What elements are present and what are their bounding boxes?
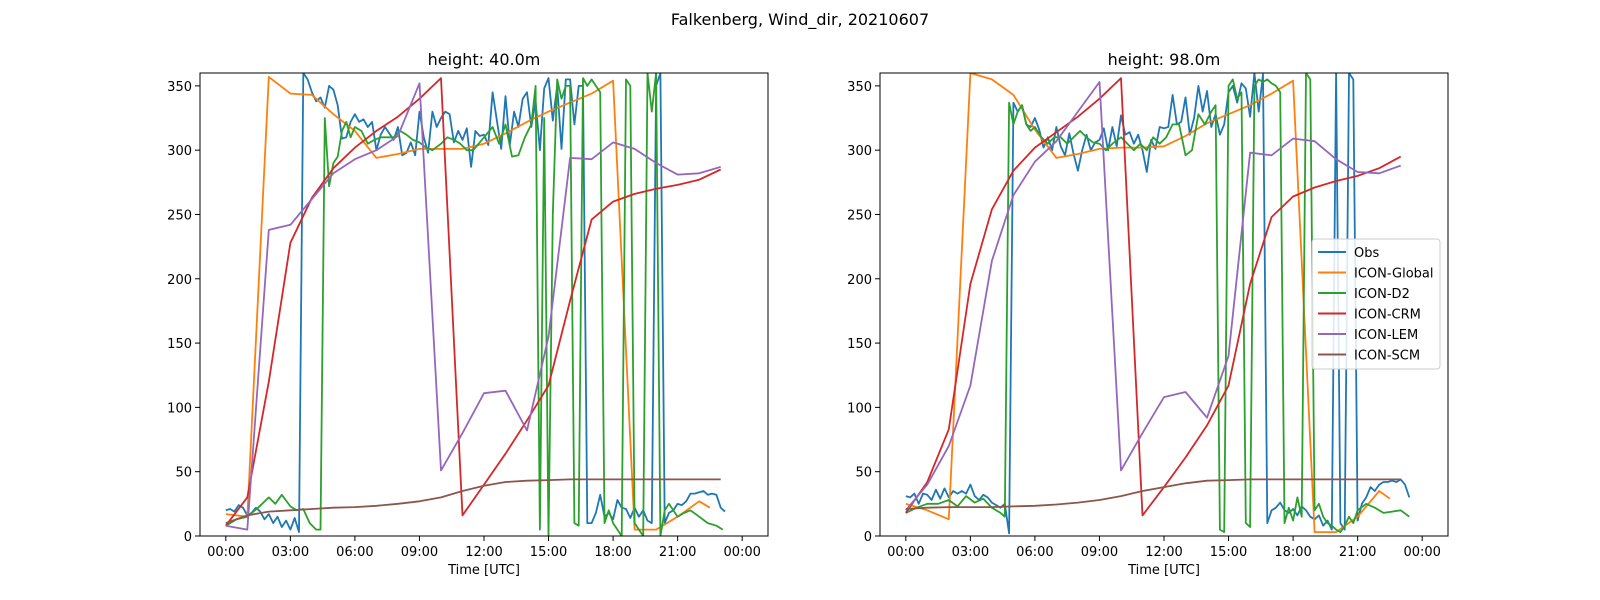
x-tick-label: 06:00 [1016, 545, 1053, 560]
legend-label: ICON-SCM [1354, 349, 1420, 364]
x-tick-label: 00:00 [207, 545, 244, 560]
figure-title: Falkenberg, Wind_dir, 20210607 [671, 10, 929, 30]
y-tick-label: 250 [847, 208, 872, 223]
legend-label: ICON-CRM [1354, 308, 1421, 323]
x-tick-label: 18:00 [594, 545, 631, 560]
series-icon-scm [225, 478, 721, 524]
x-tick-label: 09:00 [1081, 545, 1118, 560]
y-tick-label: 100 [167, 401, 192, 416]
panel-title: height: 98.0m [1108, 50, 1221, 69]
series-icon-crm [225, 77, 722, 527]
y-tick-label: 150 [847, 337, 872, 352]
series-obs [225, 73, 726, 533]
y-tick-label: 50 [175, 466, 192, 481]
panel-title: height: 40.0m [428, 50, 541, 69]
axes-frame [199, 72, 769, 537]
y-tick-label: 350 [847, 80, 872, 95]
y-tick-label: 0 [184, 530, 192, 545]
panel-2: height: 98.0m 00:00 03:00 06:00 09:00 12:00 15… [847, 50, 1449, 578]
x-tick-label: 00:00 [887, 545, 924, 560]
y-tick-label: 200 [847, 273, 872, 288]
legend-label: ICON-D2 [1354, 287, 1410, 302]
series-icon-crm [905, 77, 1402, 517]
y-tick-label: 100 [847, 401, 872, 416]
x-tick-label: 03:00 [952, 545, 989, 560]
panel-1: height: 40.0m 00:00 03:00 06:00 09:00 12:00 15… [167, 50, 769, 578]
x-tick-label: 12:00 [465, 545, 502, 560]
x-tick-label: 21:00 [659, 545, 696, 560]
legend: Obs ICON-Global ICON-D2 ICON-CRM ICON-LEM ICO… [1311, 238, 1441, 370]
y-tick-label: 300 [167, 144, 192, 159]
legend-label: ICON-Global [1354, 267, 1434, 282]
legend-label: ICON-LEM [1354, 328, 1418, 343]
y-tick-label: 0 [864, 530, 872, 545]
x-tick-label: 21:00 [1339, 545, 1376, 560]
x-tick-label: 15:00 [530, 545, 567, 560]
x-tick-label: 15:00 [1210, 545, 1247, 560]
x-tick-label: 12:00 [1145, 545, 1182, 560]
x-tick-label: 00:00 [723, 545, 760, 560]
y-tick-label: 150 [167, 337, 192, 352]
x-tick-label: 18:00 [1274, 545, 1311, 560]
x-tick-label: 00:00 [1403, 545, 1440, 560]
series-icon-d2 [905, 73, 1410, 533]
series-icon-lem [905, 81, 1402, 511]
series-group [905, 73, 1411, 535]
y-tick-label: 200 [167, 273, 192, 288]
x-tick-label: 06:00 [336, 545, 373, 560]
series-icon-global [905, 73, 1391, 533]
x-axis-label: Time [UTC] [1127, 563, 1200, 578]
y-tick-label: 350 [167, 80, 192, 95]
y-tick-label: 250 [167, 208, 192, 223]
series-obs [905, 73, 1411, 535]
x-tick-label: 03:00 [272, 545, 309, 560]
legend-label: Obs [1354, 246, 1379, 261]
y-tick-label: 50 [855, 466, 872, 481]
series-icon-scm [905, 478, 1401, 510]
x-tick-label: 09:00 [401, 545, 438, 560]
series-icon-lem [225, 82, 721, 531]
y-tick-label: 300 [847, 144, 872, 159]
x-axis-label: Time [UTC] [447, 563, 520, 578]
series-group [225, 73, 726, 536]
